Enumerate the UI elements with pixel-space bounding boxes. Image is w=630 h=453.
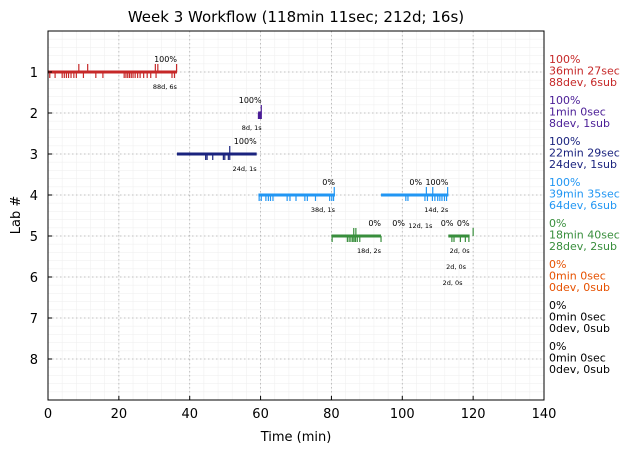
y-tick-label: 6 — [30, 271, 38, 286]
lab-8-summary: 0min 0sec — [549, 352, 606, 365]
count-annotation: 12d, 1s — [408, 222, 433, 230]
percent-annotation: 100% — [154, 55, 177, 64]
count-annotation: 8d, 1s — [242, 124, 263, 132]
y-tick-label: 5 — [30, 230, 38, 245]
y-tick-label: 4 — [30, 189, 38, 204]
x-tick-label: 60 — [252, 407, 269, 422]
count-annotation: 38d, 1s — [311, 206, 336, 214]
y-tick-label: 2 — [30, 107, 38, 122]
axes: 0 20 40 60 80 100 120 140 1 2 3 4 5 6 7 8 — [30, 66, 557, 422]
lab-7-summary: 0dev, 0sub — [549, 322, 610, 335]
y-tick-label: 7 — [30, 312, 38, 327]
lab-4-summary: 64dev, 6sub — [549, 199, 617, 212]
count-annotation: 14d, 2s — [424, 206, 449, 214]
lab-8-summary: 0% — [549, 340, 566, 353]
x-tick-label: 80 — [323, 407, 340, 422]
lab-5-summary: 28dev, 2sub — [549, 240, 617, 253]
plot-frame — [47, 30, 545, 401]
percent-annotation: 0% — [409, 178, 422, 187]
lab-6-summary: 0min 0sec — [549, 270, 606, 283]
x-tick-label: 120 — [461, 407, 486, 422]
lab-4-summary: 39min 35sec — [549, 188, 620, 201]
lab-2-summary: 100% — [549, 94, 580, 107]
x-tick-label: 40 — [181, 407, 198, 422]
grid — [47, 30, 545, 401]
x-tick-label: 20 — [111, 407, 128, 422]
lab-5-summary: 0% — [549, 217, 566, 230]
lab-1-summary: 88dev, 6sub — [549, 76, 617, 89]
count-annotation: 18d, 2s — [357, 247, 382, 255]
count-annotation: 2d, 0s — [450, 247, 471, 255]
x-tick-label: 100 — [390, 407, 415, 422]
y-tick-label: 3 — [30, 148, 38, 163]
lab-2-summary: 1min 0sec — [549, 106, 606, 119]
x-tick-label: 140 — [532, 407, 557, 422]
percent-annotation: 0% — [441, 219, 454, 228]
lab-3-summary: 24dev, 1sub — [549, 158, 617, 171]
percent-annotation: 100% — [425, 178, 448, 187]
count-annotation: 2d, 0s — [446, 263, 467, 271]
lab-3-summary: 100% — [549, 135, 580, 148]
lab-1-summary: 100% — [549, 53, 580, 66]
lab-3-summary: 22min 29sec — [549, 147, 620, 160]
percent-annotation: 100% — [239, 96, 262, 105]
percent-annotation: 0% — [322, 178, 335, 187]
lab-2-summary: 8dev, 1sub — [549, 117, 610, 130]
chart-title: Week 3 Workflow (118min 11sec; 212d; 16s… — [128, 8, 464, 26]
lab-6-summary: 0% — [549, 258, 566, 271]
lab-8-summary: 0dev, 0sub — [549, 363, 610, 376]
percent-annotation: 100% — [234, 137, 257, 146]
lab-7-summary: 0% — [549, 299, 566, 312]
lab-6-summary: 0dev, 0sub — [549, 281, 610, 294]
y-tick-label: 8 — [30, 353, 38, 368]
x-axis-label: Time (min) — [260, 430, 332, 445]
lab-5-summary: 18min 40sec — [549, 229, 620, 242]
percent-annotation: 0% — [368, 219, 381, 228]
percent-annotation: 0% — [457, 219, 470, 228]
percent-annotation: 0% — [392, 219, 405, 228]
count-annotation: 24d, 1s — [233, 165, 258, 173]
y-tick-label: 1 — [30, 66, 38, 81]
lab-1-summary: 36min 27sec — [549, 65, 620, 78]
y-axis-label: Lab # — [9, 196, 24, 235]
lab-7-summary: 0min 0sec — [549, 311, 606, 324]
lab-4-summary: 100% — [549, 176, 580, 189]
x-tick-label: 0 — [44, 407, 52, 422]
count-annotation: 2d, 0s — [443, 279, 464, 287]
count-annotation: 88d, 6s — [153, 83, 178, 91]
